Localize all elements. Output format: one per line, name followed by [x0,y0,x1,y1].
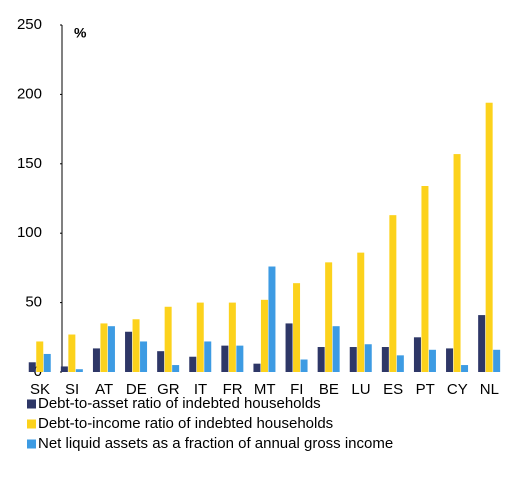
bar [140,341,148,372]
bar [107,326,115,372]
bar [268,266,276,372]
x-tick-label: DE [126,381,147,398]
bar [421,186,429,372]
bar [75,369,83,372]
x-tick-label: PT [416,381,435,398]
legend-swatch [27,439,36,449]
bar [164,306,172,372]
bar [485,102,493,372]
bar [293,283,301,372]
bar [428,349,436,372]
y-unit: % [74,25,87,41]
bar [325,262,333,372]
bar [60,366,68,372]
x-tick-label: FR [223,381,243,398]
bar [364,344,372,372]
x-tick-label: CY [447,381,468,398]
legend-swatch [27,399,36,409]
bar [461,365,469,372]
bar [228,302,236,372]
bar [300,359,308,372]
bar [43,353,51,372]
x-tick-label: NL [480,381,499,398]
bar [221,345,229,372]
bar [236,345,244,372]
bar [446,348,454,372]
bar [28,362,36,372]
bar [478,315,486,372]
bar [349,347,357,372]
bar [204,341,212,372]
x-tick-label: SK [30,381,50,398]
y-tick-label: 200 [17,85,42,102]
bar [189,356,197,372]
bar [125,331,133,372]
bar [100,323,108,372]
x-tick-label: MT [254,381,276,398]
bar [260,299,268,372]
bar [493,349,501,372]
bar [389,215,397,372]
x-tick-label: ES [383,381,403,398]
bar [172,365,180,372]
bar [396,355,404,372]
bar [453,154,461,372]
y-tick-label: 150 [17,155,42,172]
x-tick-label: SI [65,381,79,398]
y-tick-label: 250 [17,16,42,33]
bar [36,341,44,372]
bar [92,348,100,372]
bar [332,326,340,372]
bar [381,347,389,372]
y-tick-label: 100 [17,224,42,241]
legend-label: Debt-to-asset ratio of indebted househol… [38,395,321,412]
bar [132,319,140,372]
x-tick-label: GR [157,381,180,398]
x-tick-label: FI [290,381,303,398]
x-tick-label: LU [351,381,370,398]
bar [196,302,204,372]
bar [357,252,365,372]
legend-label: Debt-to-income ratio of indebted househo… [38,415,333,432]
x-tick-label: IT [194,381,207,398]
bar [285,323,293,372]
bar [317,347,325,372]
bar [68,334,76,372]
y-tick-label: 50 [25,294,42,311]
bar [253,363,261,372]
legend-swatch [27,419,36,429]
bar [157,351,165,372]
legend-label: Net liquid assets as a fraction of annua… [38,435,393,452]
x-tick-label: BE [319,381,339,398]
x-tick-label: AT [95,381,113,398]
bar [413,337,421,372]
